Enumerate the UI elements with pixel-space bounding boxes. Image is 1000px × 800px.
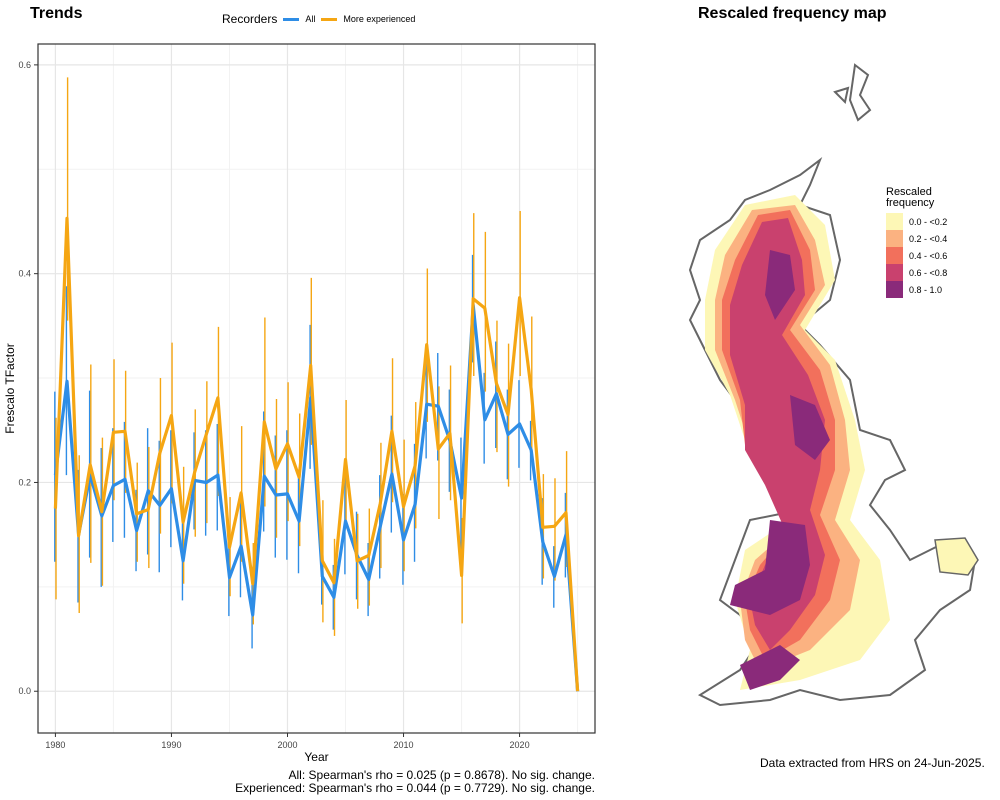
legend-label-experienced: More experienced [343, 14, 416, 24]
chart-legend: Recorders All More experienced [222, 12, 415, 26]
x-tick-label: 2000 [277, 740, 297, 750]
map-legend-row: 0.2 - <0.4 [886, 230, 956, 247]
x-tick-label: 1990 [161, 740, 181, 750]
trends-title: Trends [30, 5, 83, 22]
trends-chart: 0.0 0.2 0.4 0.6 1980 1990 2000 2010 2020 Year Fres… [3, 43, 596, 764]
map-legend-title: Rescaled frequency [886, 186, 935, 209]
legend-label-all: All [305, 14, 316, 24]
northern-isles [833, 63, 872, 122]
map-legend-swatch [886, 281, 903, 298]
map-legend-swatch [886, 230, 903, 247]
frequency-map [688, 63, 979, 707]
east-anglia [934, 537, 979, 576]
plot-border [37, 43, 596, 734]
x-tick-label: 2010 [394, 740, 414, 750]
y-tick-label: 0.0 [18, 686, 31, 696]
y-tick-label: 0.2 [18, 477, 31, 487]
map-legend-row: 0.4 - <0.6 [886, 247, 956, 264]
map-legend-swatch [886, 247, 903, 264]
legend-swatch-all [283, 17, 300, 21]
y-tick-label: 0.6 [18, 60, 31, 70]
map-legend-row: 0.6 - <0.8 [886, 264, 956, 281]
series-line [53, 216, 580, 692]
map-legend-swatch [886, 213, 903, 230]
map-legend-label: 0.6 - <0.8 [909, 267, 948, 278]
legend-title: Recorders [222, 12, 278, 26]
map-legend-label: 0.0 - <0.2 [909, 216, 948, 227]
map-legend-label: 0.2 - <0.4 [909, 233, 948, 244]
band-08 [730, 250, 830, 690]
x-tick-label: 2020 [510, 740, 530, 750]
y-axis-label: Frescalo TFactor [3, 343, 17, 433]
stat-experienced: Experienced: Spearman's rho = 0.044 (p =… [235, 781, 595, 795]
map-legend-row: 0.8 - 1.0 [886, 281, 956, 298]
map-regions [688, 63, 979, 707]
stat-all: All: Spearman's rho = 0.025 (p = 0.8678)… [288, 768, 595, 782]
map-title: Rescaled frequency map [698, 5, 887, 22]
x-axis-label: Year [304, 750, 328, 764]
map-legend-label: 0.4 - <0.6 [909, 250, 948, 261]
map-legend: Rescaled frequency 0.0 - <0.2 0.2 - <0.4… [886, 187, 956, 298]
x-tick-label: 1980 [45, 740, 65, 750]
map-legend-row: 0.0 - <0.2 [886, 213, 956, 230]
y-tick-label: 0.4 [18, 269, 31, 279]
map-legend-label: 0.8 - 1.0 [909, 284, 943, 295]
legend-swatch-experienced [321, 17, 338, 21]
map-legend-swatch [886, 264, 903, 281]
data-extract-note: Data extracted from HRS on 24-Jun-2025. [760, 756, 985, 770]
